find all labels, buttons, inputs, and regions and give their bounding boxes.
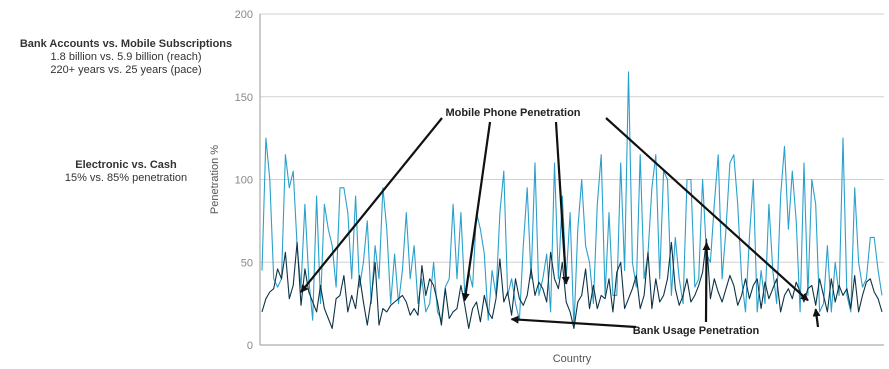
side-note-bank-vs-mobile: Bank Accounts vs. Mobile Subscriptions 1… — [0, 38, 252, 77]
axes: 0 50 100 150 200 Country Penetration % — [209, 9, 884, 365]
y-tick-label: 200 — [235, 9, 253, 21]
side-note-line: 15% vs. 85% penetration — [64, 172, 188, 184]
annotations: Mobile Phone Penetration Bank Usage Penet… — [300, 107, 821, 337]
y-tick-label: 0 — [247, 340, 253, 352]
mobile-annotation-arrow — [605, 117, 809, 302]
mobile-annotation-arrow — [554, 121, 570, 285]
mobile-annotation-arrow — [461, 121, 492, 302]
series-lines — [261, 71, 883, 329]
mobile-annotation-label: Mobile Phone Penetration — [445, 107, 580, 119]
side-note-line: 220+ years vs. 25 years (pace) — [50, 64, 202, 76]
side-note-heading: Bank Accounts vs. Mobile Subscriptions — [19, 38, 233, 50]
side-note-electronic-vs-cash: Electronic vs. Cash 15% vs. 85% penetrat… — [0, 159, 252, 185]
bank-annotation-arrow — [812, 308, 821, 328]
bank-annotation-arrow — [510, 315, 637, 329]
y-tick-label: 100 — [235, 175, 253, 187]
y-axis-label: Penetration % — [209, 145, 221, 214]
mobile-annotation-arrow — [300, 117, 443, 293]
side-note-heading: Electronic vs. Cash — [75, 159, 177, 171]
bank-annotation-arrow — [702, 242, 711, 323]
x-axis-label: Country — [553, 353, 592, 365]
y-tick-label: 150 — [235, 92, 253, 104]
y-tick-label: 50 — [241, 257, 253, 269]
bank-annotation-label: Bank Usage Penetration — [633, 325, 760, 337]
series-line-bank — [261, 238, 883, 329]
side-note-line: 1.8 billion vs. 5.9 billion (reach) — [50, 51, 202, 63]
grid-lines — [260, 13, 884, 263]
series-line-mobile — [261, 71, 883, 329]
